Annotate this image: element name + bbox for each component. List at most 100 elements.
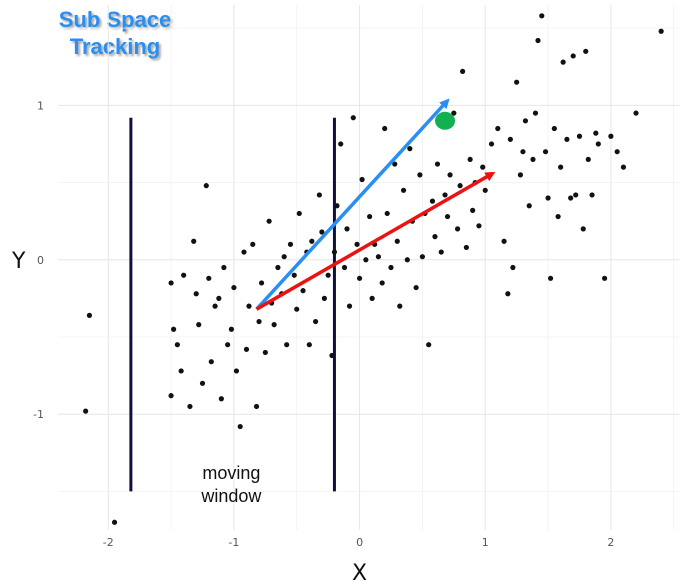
data-point — [454, 226, 461, 232]
data-point — [178, 368, 184, 374]
data-point — [284, 342, 290, 348]
data-point — [520, 149, 526, 155]
data-point — [208, 359, 214, 365]
data-point — [168, 280, 174, 286]
grid — [58, 5, 680, 530]
data-point — [168, 393, 174, 399]
data-point — [434, 161, 441, 167]
data-point — [388, 264, 394, 271]
data-point — [517, 172, 524, 178]
data-point — [535, 37, 541, 44]
data-point — [225, 342, 231, 348]
data-point — [379, 280, 385, 286]
data-point — [306, 342, 312, 348]
data-point — [463, 244, 469, 251]
x-tick-label: 2 — [607, 536, 614, 549]
data-point — [400, 187, 407, 193]
data-point — [558, 164, 564, 170]
data-point — [560, 59, 566, 65]
data-point — [354, 241, 360, 247]
data-point — [419, 254, 426, 260]
data-point — [206, 275, 212, 281]
data-point — [407, 146, 413, 152]
blue-arrow — [255, 98, 450, 311]
data-point — [397, 303, 403, 309]
data-point — [258, 280, 265, 286]
data-point — [532, 110, 539, 116]
data-point — [526, 203, 532, 209]
data-point — [338, 141, 344, 147]
data-point — [350, 115, 356, 121]
moving-window-annotation: moving window — [200, 463, 262, 506]
data-point — [325, 272, 331, 278]
data-point — [253, 403, 260, 410]
data-point — [228, 326, 235, 332]
data-point — [438, 249, 444, 255]
data-point — [510, 264, 516, 271]
data-point — [319, 229, 325, 235]
data-point — [457, 183, 463, 189]
data-point — [266, 218, 272, 224]
data-point — [573, 192, 579, 198]
data-point — [495, 125, 501, 132]
data-point — [359, 176, 365, 183]
data-point — [417, 172, 423, 178]
data-point — [334, 203, 340, 209]
data-point — [580, 226, 586, 232]
data-point — [564, 136, 570, 142]
data-point — [250, 241, 256, 247]
data-point — [542, 149, 549, 155]
data-point — [480, 164, 486, 170]
y-tick-label: 1 — [37, 99, 44, 112]
data-point — [470, 207, 476, 213]
data-point — [545, 195, 551, 201]
data-point — [221, 264, 227, 271]
data-point — [181, 272, 187, 278]
data-point — [309, 238, 315, 244]
data-point — [530, 156, 536, 163]
data-point — [404, 257, 410, 263]
tick-labels: -2 -1 0 1 2 -1 0 1 — [33, 99, 614, 549]
data-point — [467, 156, 473, 163]
x-tick-label: 1 — [482, 536, 489, 549]
data-point — [585, 156, 591, 163]
data-point — [281, 254, 287, 260]
data-point — [237, 423, 243, 430]
data-point — [231, 284, 237, 291]
x-tick-label: -1 — [228, 536, 239, 549]
x-axis-label: X — [352, 561, 367, 586]
window-lines — [129, 117, 336, 492]
data-point — [658, 28, 664, 34]
data-point — [583, 48, 589, 54]
data-point — [382, 125, 388, 132]
data-point — [187, 403, 193, 410]
data-point — [246, 303, 252, 309]
data-point — [86, 312, 93, 318]
data-point — [275, 264, 281, 271]
green-point — [435, 111, 456, 130]
data-point — [271, 322, 277, 328]
data-point — [614, 149, 620, 155]
data-point — [507, 136, 513, 142]
data-points — [83, 13, 664, 525]
y-tick-label: 0 — [37, 254, 44, 267]
data-point — [476, 223, 482, 229]
data-point — [608, 133, 614, 139]
y-axis-label: Y — [11, 249, 26, 274]
data-point — [203, 183, 209, 189]
data-point — [287, 241, 294, 247]
data-point — [570, 53, 576, 59]
data-point — [193, 291, 199, 297]
data-point — [312, 318, 319, 325]
x-tick-label: 0 — [356, 536, 363, 549]
data-point — [294, 306, 300, 312]
data-point — [460, 68, 466, 74]
data-point — [356, 275, 363, 281]
data-point — [233, 368, 240, 374]
data-point — [392, 161, 398, 167]
data-point — [331, 249, 338, 255]
data-point — [83, 408, 89, 414]
data-point — [171, 326, 177, 332]
data-point — [488, 141, 495, 147]
data-point — [447, 172, 453, 178]
